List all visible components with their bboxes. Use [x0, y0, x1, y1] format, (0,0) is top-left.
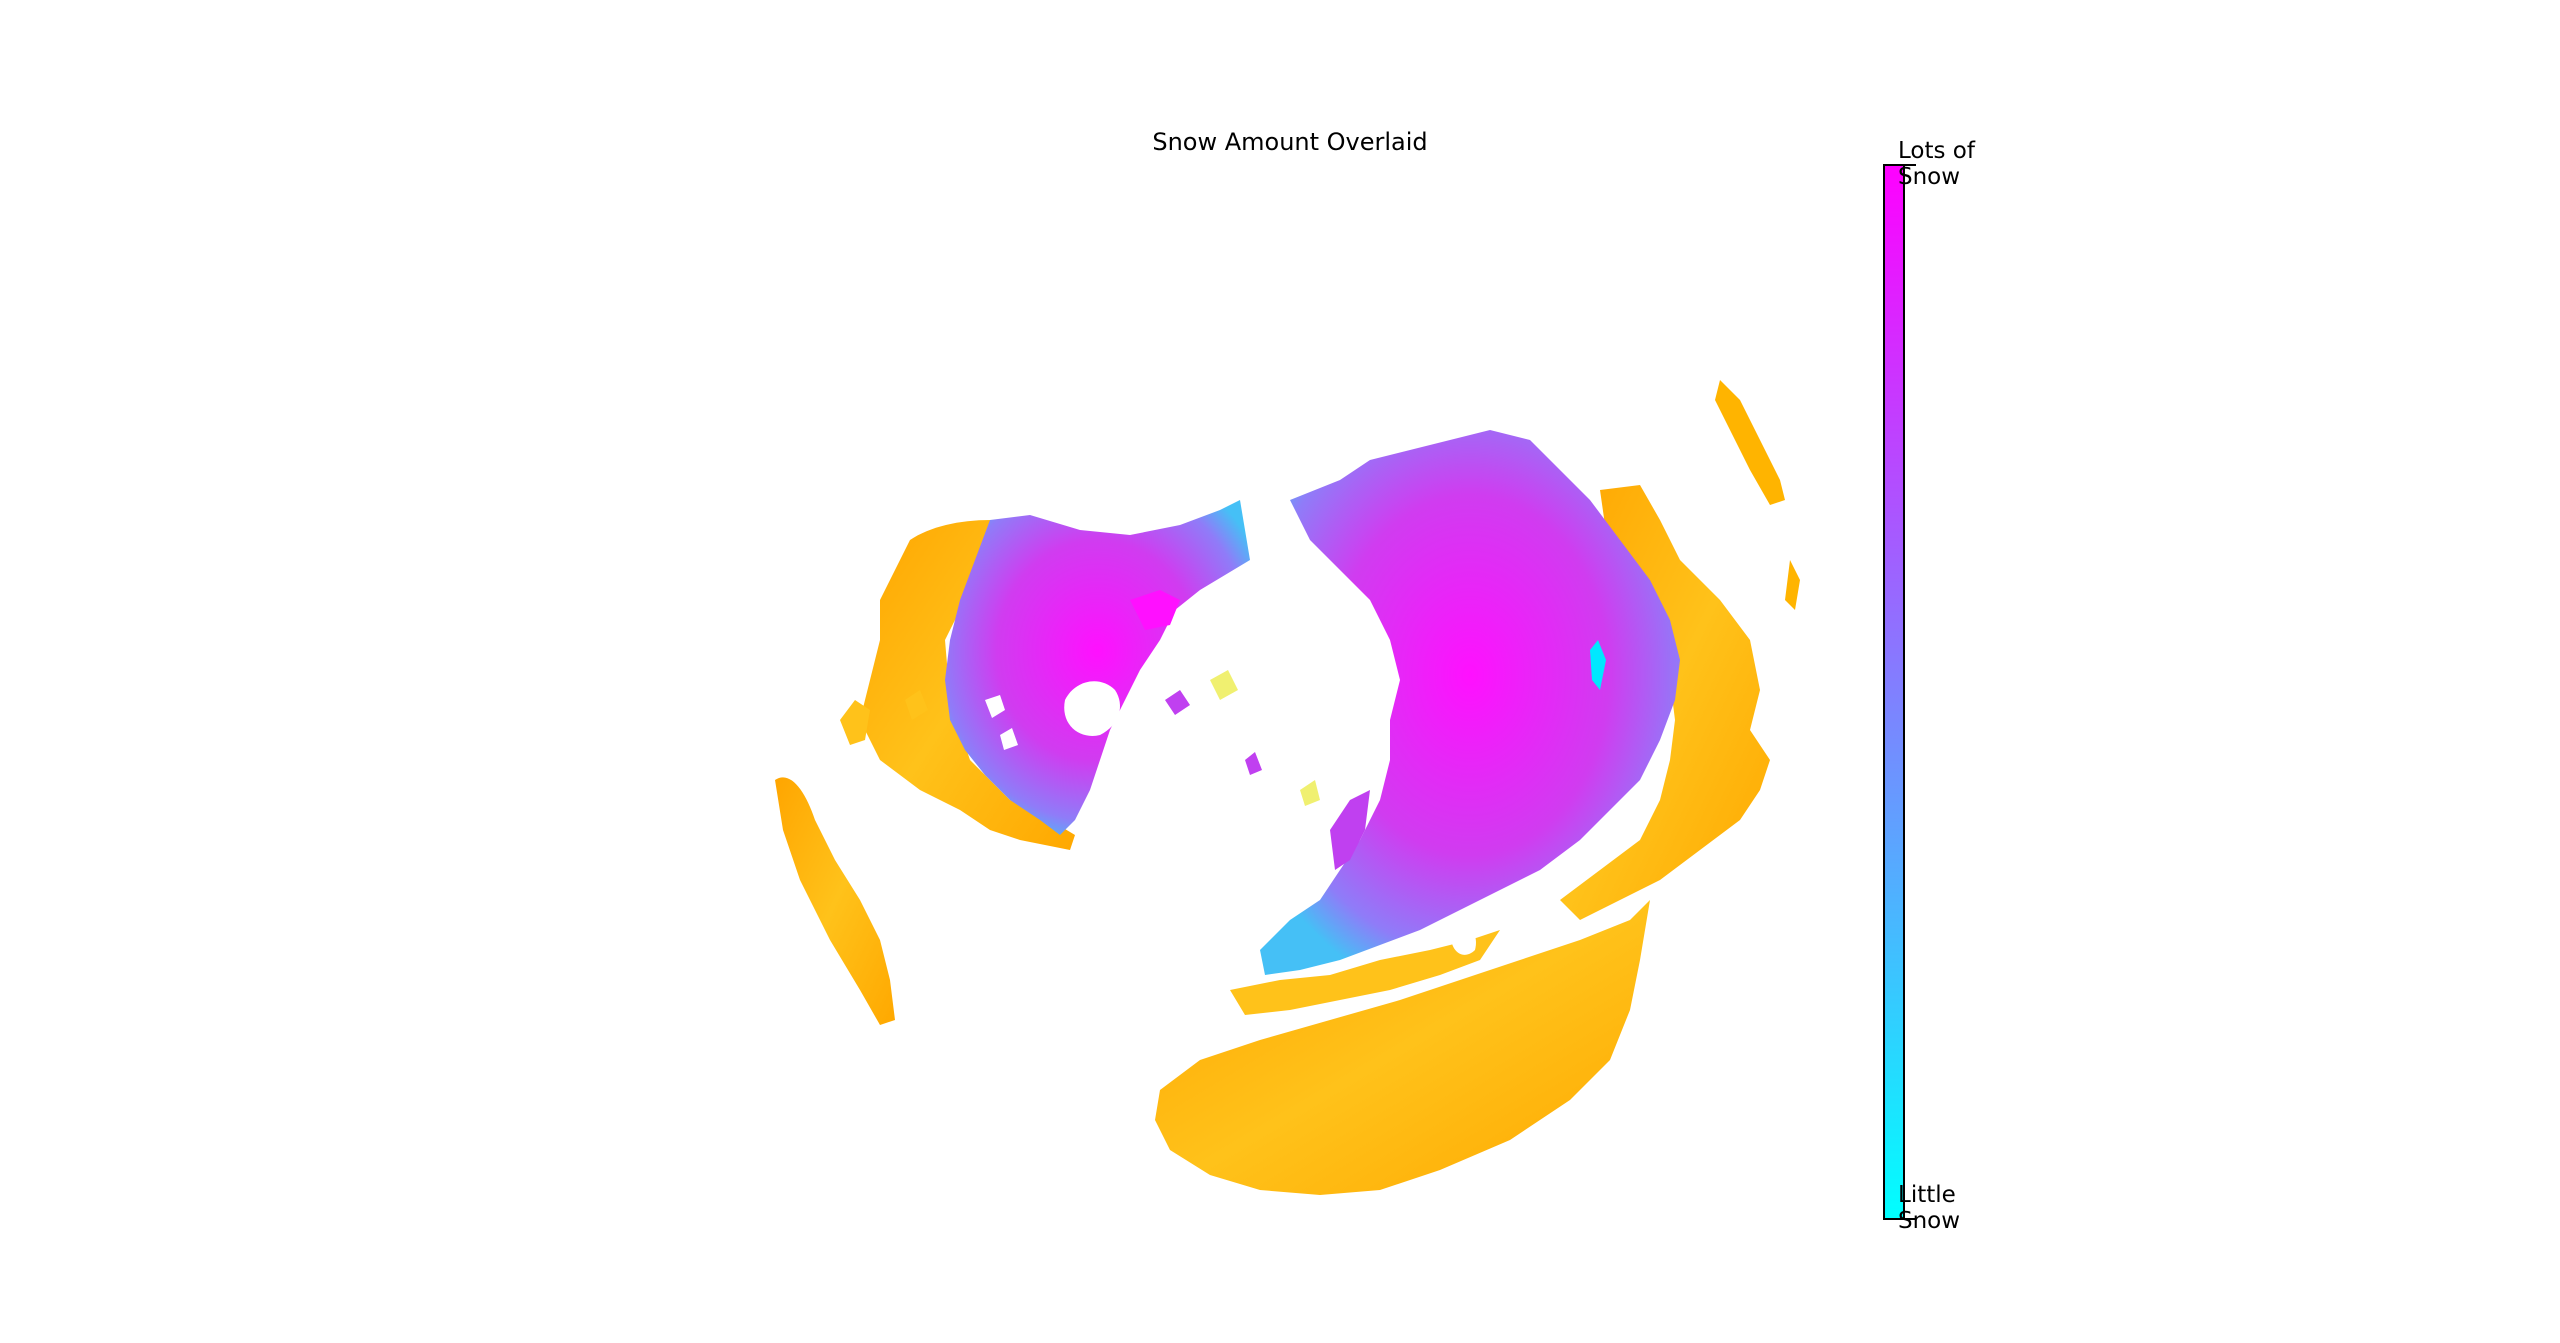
baikal-water [1590, 640, 1606, 690]
mediterranean-land [1230, 930, 1500, 1015]
colorbar [1883, 164, 1916, 1220]
central-america-land [775, 777, 895, 1025]
east-asia-land [1560, 485, 1770, 920]
scandinavia-snow [1330, 790, 1370, 870]
india-arabia-africa-land [1155, 900, 1650, 1195]
caspian-water [1450, 926, 1476, 955]
great-lakes-water [985, 695, 1018, 750]
colorbar-bottom-label: Little Snow [1898, 1182, 1961, 1234]
alaska-snow [1130, 590, 1180, 630]
map-title: Snow Amount Overlaid [1152, 128, 1428, 156]
north-america-snow [945, 500, 1250, 835]
eurasia-snow [1260, 430, 1680, 975]
arctic-islands-snow [1165, 690, 1262, 775]
colorbar-top-label: Lots of Snow [1898, 138, 1975, 190]
greenland-and-arctic [1165, 670, 1320, 806]
japan-land [1715, 380, 1800, 610]
siberia-snow-region [1260, 430, 1680, 975]
hudson-bay-water [1064, 681, 1120, 736]
colorbar-fill [1883, 164, 1905, 1220]
eurasia-land [1155, 380, 1800, 1195]
north-america-land [775, 520, 1075, 1025]
north-america-outer-land [860, 520, 1075, 850]
canada-snow-region [945, 500, 1250, 835]
arctic-island-yellow [1210, 670, 1320, 806]
caribbean-land [840, 690, 928, 745]
